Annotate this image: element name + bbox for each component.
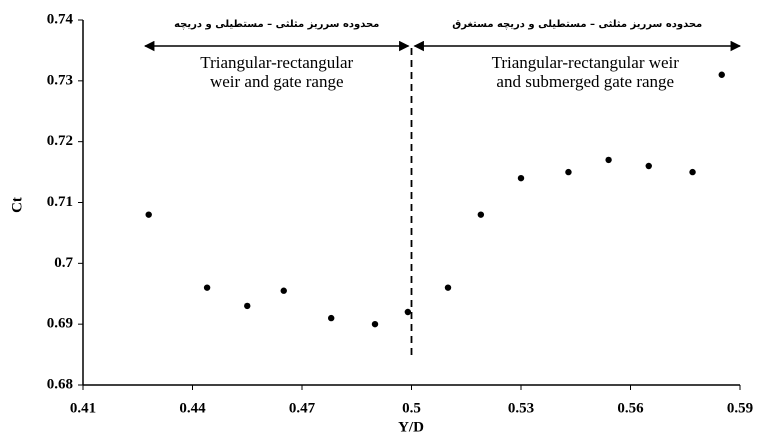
x-tick-label: 0.47 [289,400,316,416]
point [404,308,412,316]
point [145,211,152,218]
region-label-fa: محدوده سرریز مثلثی – مستطیلی و دریچه [174,19,379,30]
x-tick-label: 0.53 [508,400,534,416]
point [444,284,452,291]
point [328,314,335,322]
y-tick-label: 0.71 [47,194,73,210]
point [477,211,485,218]
x-tick-label: 0.5 [402,400,421,416]
x-tick-label: 0.56 [617,400,644,416]
point [517,174,525,182]
y-axis-title: Ct [9,197,25,213]
point [718,71,725,78]
point [565,168,572,176]
y-tick-label: 0.68 [47,376,73,392]
x-tick-label: 0.41 [70,400,96,416]
point [371,320,379,328]
x-tick-label: 0.59 [727,400,753,416]
region-label-fa: محدوده سرریز مثلثی – مستطیلی و دریچه مست… [452,19,702,30]
y-tick-label: 0.7 [54,255,73,271]
x-tick-label: 0.44 [179,400,206,416]
y-tick-label: 0.72 [47,133,73,149]
y-tick-label: 0.69 [47,316,73,332]
point [280,287,287,294]
y-tick-label: 0.73 [47,72,73,88]
point [244,302,251,310]
point [689,168,696,176]
point [203,284,211,291]
point [645,162,652,170]
x-axis-title: Y/D [398,419,424,435]
region-label-en: and submerged gate range [496,72,674,91]
region-label-en: Triangular-rectangular weir [492,53,680,72]
region-label-en: Triangular-rectangular [200,53,353,72]
point [605,156,612,164]
region-label-en: weir and gate range [210,72,344,91]
y-tick-label: 0.74 [47,11,74,27]
